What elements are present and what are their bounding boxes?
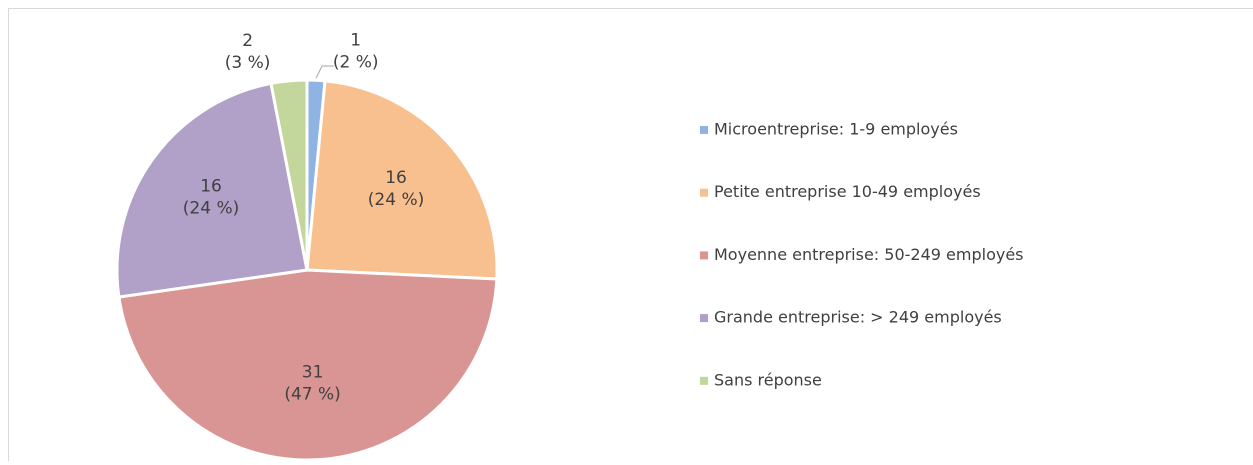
legend-label: Moyenne entreprise: 50-249 employés [714,245,1024,264]
pie: 1(2 %)16(24 %)31(47 %)16(24 %)2(3 %) [117,30,497,460]
slice-value-label: 16 [385,168,407,188]
legend-label: Microentreprise: 1-9 employés [714,120,958,139]
legend-swatch [700,314,708,322]
legend-label: Grande entreprise: > 249 employés [714,308,1002,327]
legend: Microentreprise: 1-9 employés Petite entr… [700,120,1024,390]
legend-swatch [700,126,708,134]
slice-value-label: 31 [302,363,324,383]
slice-value-label: 1 [350,30,361,50]
slice-percent-label: (47 %) [284,385,340,405]
legend-swatch [700,251,708,259]
legend-swatch [700,377,708,385]
slice-percent-label: (3 %) [225,53,271,73]
leader-line [316,66,334,78]
legend-label: Sans réponse [714,370,822,389]
slice-percent-label: (2 %) [333,52,379,72]
legend-label: Petite entreprise 10-49 employés [714,182,981,201]
slice-percent-label: (24 %) [368,190,424,210]
legend-swatch [700,189,708,197]
slice-value-label: 16 [200,177,222,197]
slice-value-label: 2 [242,31,253,51]
slice-percent-label: (24 %) [183,199,239,219]
